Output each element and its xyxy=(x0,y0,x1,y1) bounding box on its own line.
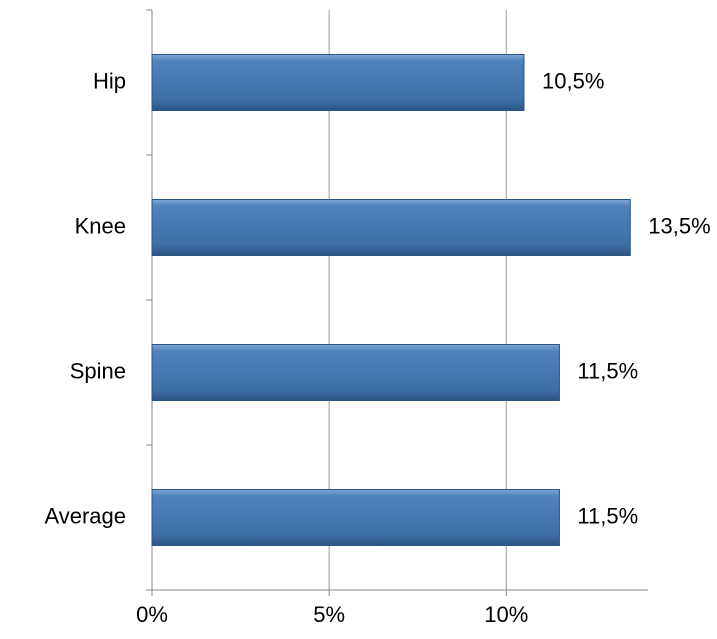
x-tick-label: 0% xyxy=(136,602,168,627)
x-tick-label: 10% xyxy=(484,602,528,627)
bar xyxy=(151,54,525,111)
data-label: 11,5% xyxy=(577,503,638,528)
y-tick-label: Hip xyxy=(93,68,126,93)
data-label: 13,5% xyxy=(648,213,710,238)
y-tick-label: Knee xyxy=(75,213,126,238)
data-label: 11,5% xyxy=(577,358,638,383)
y-tick-label: Spine xyxy=(70,358,126,383)
x-tick-label: 5% xyxy=(313,602,345,627)
bar xyxy=(151,199,631,256)
y-tick-label: Average xyxy=(44,503,126,528)
bar xyxy=(151,489,560,546)
bar xyxy=(151,344,560,401)
data-label: 10,5% xyxy=(542,68,604,93)
